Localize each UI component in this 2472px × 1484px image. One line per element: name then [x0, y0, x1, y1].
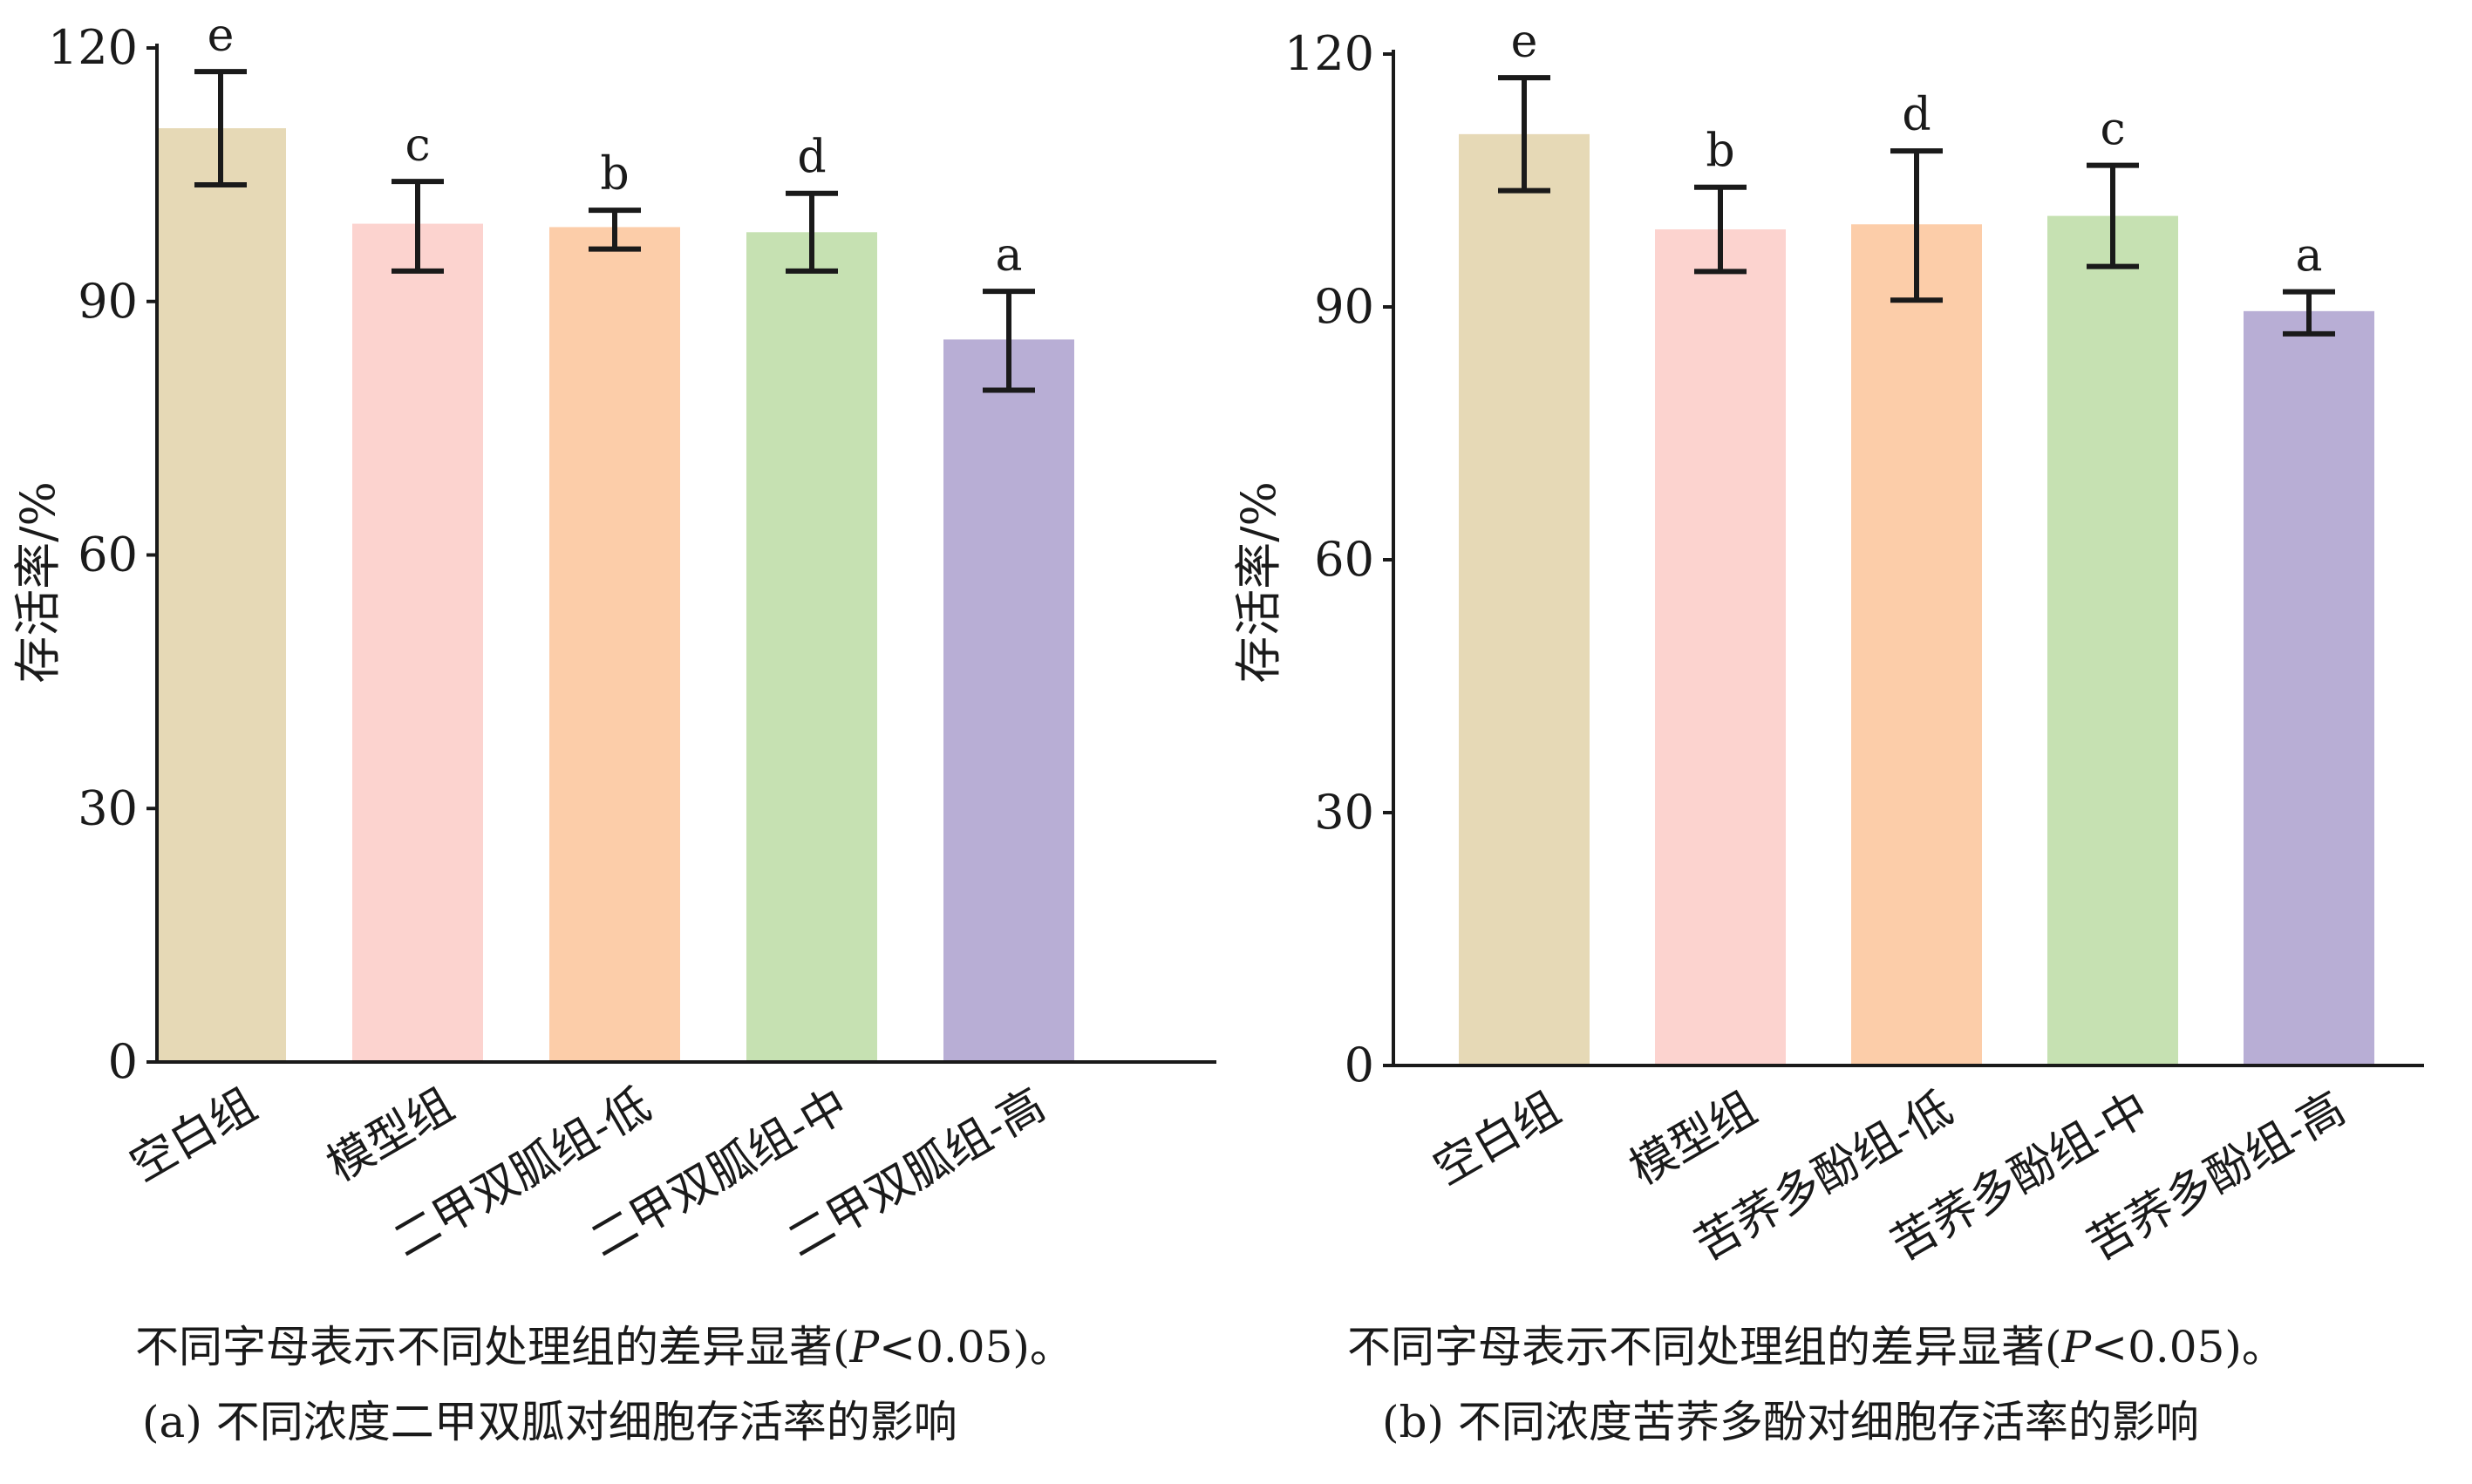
panel-b-significance-4: c	[2100, 104, 2125, 156]
panel-b-significance-3: d	[1902, 89, 1931, 141]
panel-b-error-bars	[1498, 75, 2335, 337]
panel-b-bar-3	[1851, 224, 1982, 1065]
panel-b-bar-1	[1459, 133, 1590, 1065]
panel-b-caption: (b) 不同浓度苦荞多酚对细胞存活率的影响	[1382, 1397, 2199, 1447]
panel-a-error-bar-4	[786, 190, 838, 274]
panel-b-significance-2: b	[1706, 126, 1734, 178]
panel-b-bar-4	[2047, 215, 2178, 1066]
panel-a-y-tick-label-1: 0	[108, 1034, 138, 1089]
panel-b-error-bar-5	[2283, 289, 2335, 337]
panel-a-error-bars	[194, 69, 1035, 393]
panel-b-error-bar-1	[1498, 75, 1550, 194]
panel-a-error-bar-5	[983, 289, 1035, 393]
panel-a-bar-4	[746, 232, 877, 1062]
panel-b-y-tick-label-1: 0	[1345, 1038, 1374, 1093]
panel-b-significance-note: 不同字母表示不同处理组的差异显著(P<0.05)。	[1347, 1322, 2285, 1372]
panel-b-error-bar-4	[2087, 162, 2139, 269]
panel-a-significance-1: e	[208, 10, 235, 62]
panel-a-y-tick-label-5: 120	[48, 20, 138, 75]
panel-b-significance-5: a	[2295, 230, 2322, 283]
panel-a-error-bar-2	[392, 179, 444, 274]
panel-a-significance-note: 不同字母表示不同处理组的差异显著(P<0.05)。	[135, 1322, 1073, 1372]
panel-a-category-label-2: 模型组	[318, 1079, 462, 1192]
panel-a-y-ticks: 0 30 60 90 120	[48, 20, 157, 1089]
panel-b-y-tick-label-4: 90	[1314, 279, 1374, 334]
panel-a-note-italic: P	[849, 1322, 881, 1372]
panel-a-significance-4: d	[797, 132, 826, 184]
panel-b-y-axis-label: 存活率/%	[1231, 481, 1286, 684]
panel-b-error-bar-2	[1694, 184, 1747, 275]
panel-a-caption: (a) 不同浓度二甲双胍对细胞存活率的影响	[142, 1397, 957, 1447]
panel-b-y-tick-label-5: 120	[1284, 26, 1374, 81]
panel-b-y-ticks: 0 30 60 90 120	[1284, 26, 1393, 1093]
panel-b-error-bar-3	[1890, 148, 1943, 303]
panel-b-category-label-2: 模型组	[1621, 1082, 1765, 1195]
panel-a-bar-1	[155, 128, 286, 1063]
panel-a-bar-5	[943, 339, 1074, 1062]
panel-a-category-label-1: 空白组	[121, 1079, 265, 1192]
panel-b-note-prefix: 不同字母表示不同处理组的差异显著(	[1347, 1322, 2062, 1372]
panel-a-note-suffix: <0.05)。	[879, 1322, 1073, 1372]
panel-b-bar-5	[2244, 310, 2374, 1065]
panel-a-bar-2	[352, 223, 483, 1062]
panel-b-y-tick-label-3: 60	[1314, 532, 1374, 587]
panel-a-note-prefix: 不同字母表示不同处理组的差异显著(	[135, 1322, 850, 1372]
panel-a-significance-letters: e c b d a	[208, 10, 1023, 282]
panel-a-error-bar-1	[194, 69, 247, 188]
panel-a-significance-5: a	[995, 229, 1022, 282]
panel-a-significance-3: b	[600, 148, 629, 201]
panel-a-y-axis-label: 存活率/%	[10, 481, 65, 684]
panel-b-y-tick-label-2: 30	[1314, 785, 1374, 840]
panel-a-y-tick-label-4: 90	[78, 274, 138, 329]
panel-a: e c b d a 0 30 60 90 120 空白组 模型组二甲双胍组-低二甲双胍组-中二甲双…	[10, 10, 1216, 1447]
panel-a-y-tick-label-3: 60	[78, 528, 138, 582]
panel-a-bar-3	[549, 227, 680, 1062]
panel-b-bar-2	[1655, 229, 1786, 1066]
panel-a-y-tick-label-2: 30	[78, 780, 138, 835]
panel-b-bars	[1459, 133, 2374, 1066]
panel-a-error-bar-3	[589, 208, 641, 252]
panel-b-significance-1: e	[1511, 16, 1538, 68]
panel-a-bars	[155, 128, 1074, 1063]
panel-b-significance-letters: e b d c a	[1511, 16, 2323, 283]
panel-b-note-italic: P	[2061, 1322, 2093, 1372]
panel-b-note-suffix: <0.05)。	[2091, 1322, 2285, 1372]
panel-b: e b d c a 0 30 60 90 120 空白组 模型组苦荞多酚组-低苦荞多酚组-中苦荞多…	[1231, 16, 2424, 1447]
panel-a-significance-2: c	[405, 119, 430, 172]
panel-b-category-label-1: 空白组	[1425, 1082, 1569, 1195]
